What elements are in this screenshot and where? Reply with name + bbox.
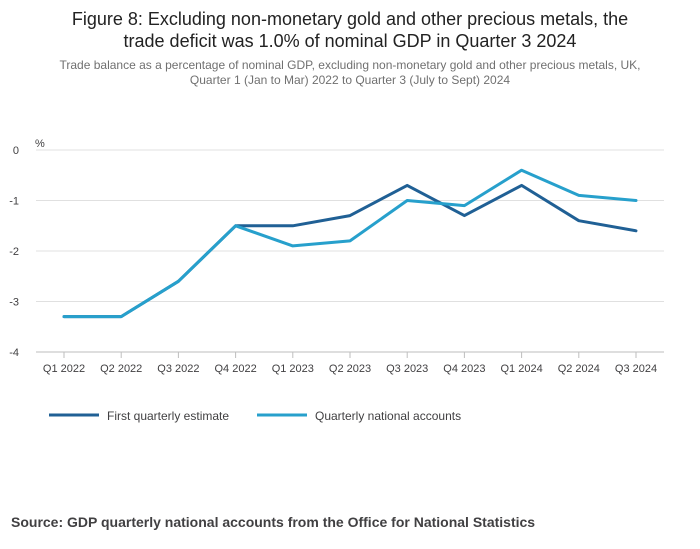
y-tick-label: -2 [9, 246, 19, 258]
x-tick-label: Q1 2024 [500, 363, 542, 375]
chart-title-line-1: Figure 8: Excluding non-monetary gold an… [71, 9, 629, 29]
source-note: Source: GDP quarterly national accounts … [11, 514, 536, 530]
y-axis-unit-label: % [35, 138, 45, 150]
x-tick-label: Q4 2022 [214, 363, 256, 375]
x-tick-label: Q3 2024 [615, 363, 657, 375]
legend-label-1: First quarterly estimate [107, 409, 229, 423]
legend-label-2: Quarterly national accounts [315, 409, 461, 423]
x-tick-label: Q3 2023 [386, 363, 428, 375]
chart-title: Figure 8: Excluding non-monetary gold an… [0, 8, 700, 52]
y-tick-label: 0 [13, 145, 19, 157]
x-tick-label: Q3 2022 [157, 363, 199, 375]
y-tick-label: -4 [9, 347, 19, 359]
x-tick-label: Q4 2023 [443, 363, 485, 375]
x-tick-label: Q1 2023 [272, 363, 314, 375]
y-tick-label: -3 [9, 297, 19, 309]
x-tick-label: Q2 2024 [558, 363, 600, 375]
chart-subtitle-line-1: Trade balance as a percentage of nominal… [59, 58, 641, 72]
x-tick-label: Q1 2022 [43, 363, 85, 375]
series-line-2 [62, 168, 638, 319]
x-tick-label: Q2 2023 [329, 363, 371, 375]
chart-subtitle-line-2: Quarter 1 (Jan to Mar) 2022 to Quarter 3… [189, 73, 511, 87]
x-tick-label: Q2 2022 [100, 363, 142, 375]
chart-title-line-2: trade deficit was 1.0% of nominal GDP in… [123, 31, 577, 51]
y-tick-label: -1 [9, 196, 19, 208]
chart-subtitle: Trade balance as a percentage of nominal… [0, 58, 700, 88]
